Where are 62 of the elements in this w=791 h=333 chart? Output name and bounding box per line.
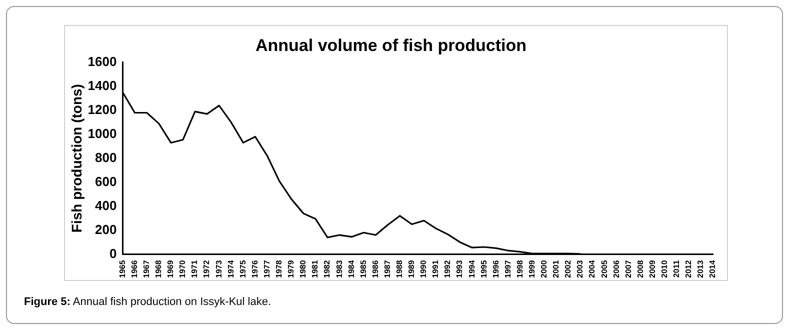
y-axis-title: Fish production (tons)	[68, 84, 84, 233]
x-tick-label: 1966	[130, 260, 139, 278]
x-tick-label: 1970	[178, 260, 188, 278]
x-tick-label: 1976	[250, 260, 260, 278]
x-tick-label: 1990	[419, 260, 428, 278]
x-tick-label: 2009	[648, 260, 657, 278]
y-tick-label: 600	[95, 174, 117, 189]
x-tick-label: 2014	[708, 260, 718, 278]
y-tick-label: 0	[109, 246, 117, 261]
x-tick-label: 2004	[588, 260, 597, 278]
y-tick-label: 1000	[88, 126, 117, 141]
chart-title: Annual volume of fish production	[255, 36, 527, 55]
x-tick-label: 1988	[394, 260, 404, 278]
y-tick-label: 800	[95, 150, 117, 165]
x-tick-label: 1965	[118, 260, 127, 278]
x-tick-label: 1983	[334, 260, 344, 278]
x-tick-label: 1996	[491, 260, 500, 278]
x-tick-label: 1997	[503, 260, 512, 278]
x-tick-label: 1971	[190, 260, 200, 278]
y-tick-label: 1200	[88, 102, 117, 117]
x-tick-label: 1992	[443, 260, 452, 278]
x-tick-label: 1982	[322, 260, 332, 278]
x-tick-label: 1979	[286, 260, 296, 278]
y-tick-label: 200	[95, 222, 117, 237]
x-tick-label: 1974	[226, 260, 236, 278]
x-tick-label: 1991	[431, 260, 440, 278]
x-tick-label: 1972	[202, 260, 212, 278]
x-tick-label: 1968	[154, 260, 164, 278]
caption: Figure 5: Annual fish production on Issyk-Kul lake.	[24, 296, 272, 308]
x-tick-label: 2002	[564, 260, 573, 278]
x-tick-label: 1998	[515, 260, 524, 278]
x-tick-label: 2005	[600, 260, 609, 278]
x-tick-label: 2001	[552, 260, 561, 278]
x-tick-label: 1978	[274, 260, 284, 278]
x-tick-label: 2003	[576, 260, 585, 278]
x-tick-label: 2013	[696, 260, 706, 278]
x-tick-label: 2012	[684, 260, 694, 278]
x-tick-label: 1975	[238, 260, 248, 278]
x-tick-label: 1980	[298, 260, 308, 278]
y-tick-label: 400	[95, 198, 117, 213]
y-tick-label: 1400	[88, 78, 117, 93]
x-tick-label: 1986	[370, 260, 380, 278]
x-tick-label: 1973	[214, 260, 224, 278]
x-tick-label: 1967	[142, 260, 152, 278]
x-tick-label: 1994	[467, 260, 476, 278]
x-tick-label: 1987	[382, 260, 392, 278]
x-tick-label: 1995	[479, 260, 488, 278]
x-tick-label: 1999	[528, 260, 537, 278]
x-tick-label: 2008	[636, 260, 645, 278]
x-tick-label: 2000	[540, 260, 549, 278]
x-tick-label: 2006	[612, 260, 621, 278]
x-tick-label: 1981	[310, 260, 320, 278]
x-tick-label: 1984	[346, 260, 356, 278]
x-tick-label: 2011	[672, 260, 682, 278]
x-tick-label: 2007	[624, 260, 633, 278]
x-tick-label: 1969	[166, 260, 176, 278]
y-tick-label: 1600	[88, 54, 117, 69]
x-tick-label: 1989	[407, 260, 416, 278]
x-tick-label: 1977	[262, 260, 272, 278]
x-tick-label: 1985	[358, 260, 368, 278]
x-tick-label: 2010	[660, 260, 670, 278]
x-tick-label: 1993	[455, 260, 464, 278]
